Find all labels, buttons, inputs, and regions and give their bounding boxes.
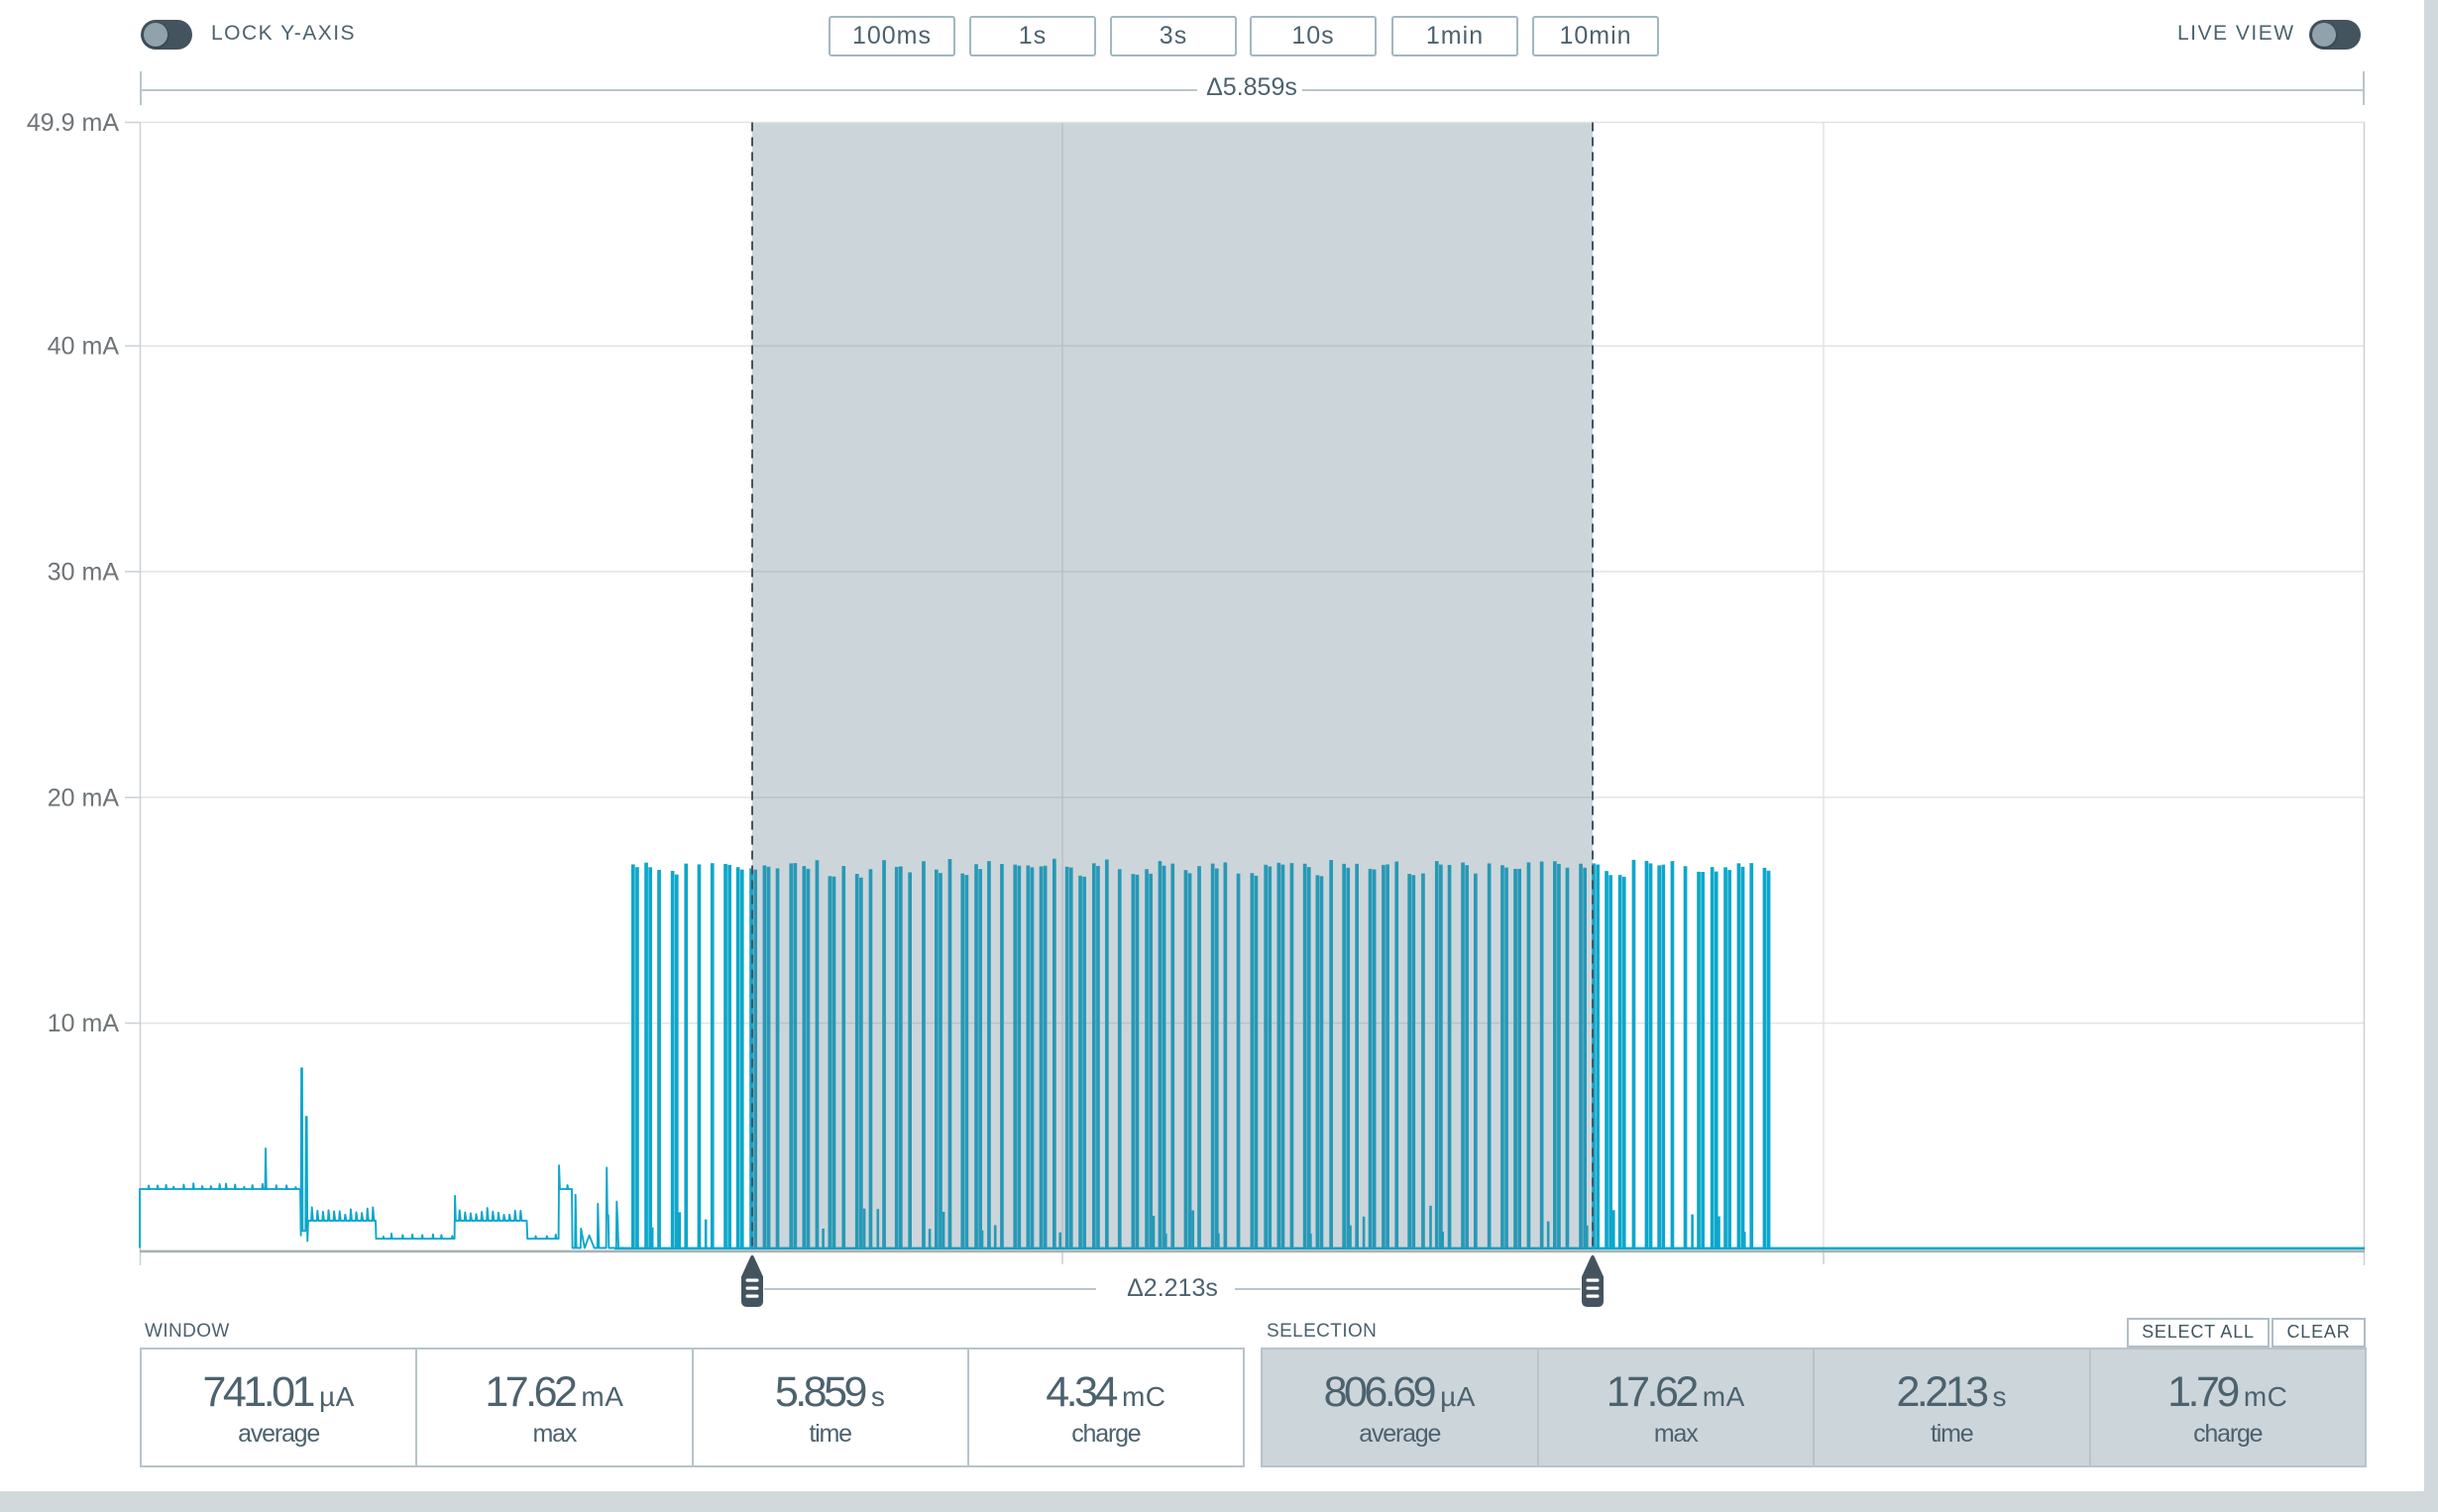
svg-text:Δ2.213s: Δ2.213s: [1127, 1274, 1218, 1302]
svg-text:10 mA: 10 mA: [48, 1010, 120, 1037]
svg-text:Δ5.859s: Δ5.859s: [1206, 73, 1297, 101]
svg-text:49.9 mA: 49.9 mA: [27, 109, 119, 137]
svg-text:30 mA: 30 mA: [48, 558, 120, 586]
svg-text:40 mA: 40 mA: [48, 333, 120, 361]
svg-text:20 mA: 20 mA: [48, 784, 120, 811]
